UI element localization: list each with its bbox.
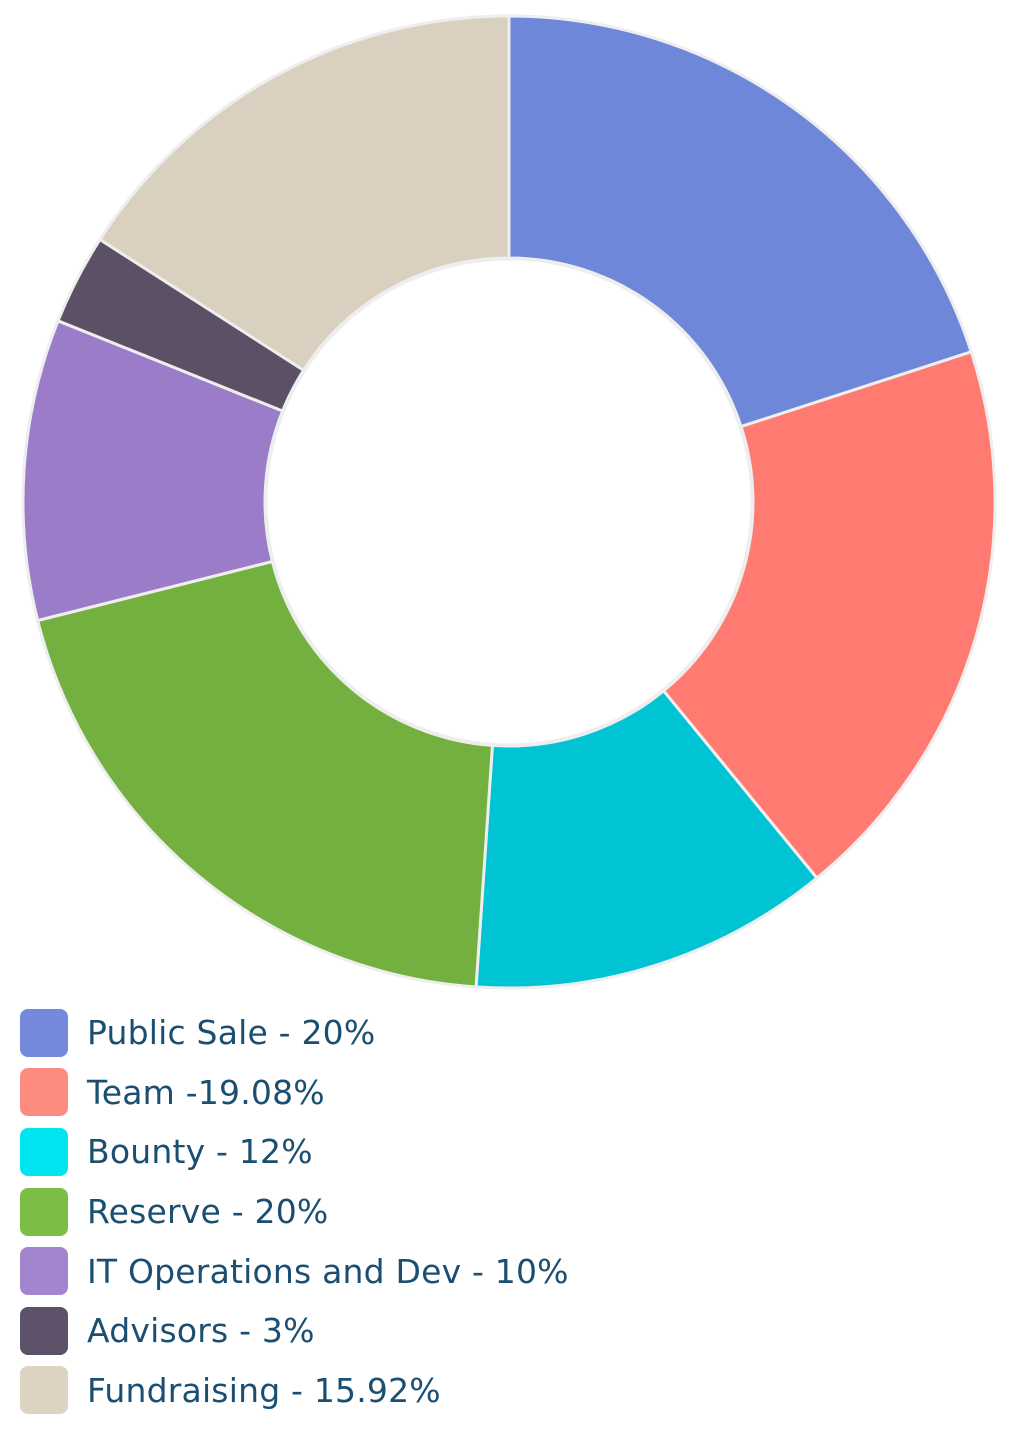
legend-label-team: Team -19.08%: [87, 1072, 325, 1112]
legend-label-bounty: Bounty - 12%: [87, 1132, 313, 1172]
legend-label-reserve: Reserve - 20%: [87, 1192, 329, 1232]
legend-swatch-reserve: [20, 1187, 68, 1236]
legend-item-fundraising[interactable]: Fundraising - 15.92%: [20, 1361, 980, 1421]
legend-item-it-operations-and-dev[interactable]: IT Operations and Dev - 10%: [20, 1241, 980, 1301]
legend-label-advisors: Advisors - 3%: [87, 1311, 315, 1351]
legend-label-public-sale: Public Sale - 20%: [87, 1013, 376, 1053]
legend-swatch-advisors: [20, 1306, 68, 1355]
donut-chart: [21, 14, 997, 990]
legend-item-public-sale[interactable]: Public Sale - 20%: [20, 1003, 980, 1063]
legend-item-team[interactable]: Team -19.08%: [20, 1063, 980, 1123]
legend-swatch-bounty: [20, 1127, 68, 1176]
chart-legend: Public Sale - 20% Team -19.08% Bounty - …: [20, 1003, 980, 1420]
legend-label-it-operations-and-dev: IT Operations and Dev - 10%: [87, 1251, 569, 1291]
legend-swatch-fundraising: [20, 1366, 68, 1415]
legend-item-advisors[interactable]: Advisors - 3%: [20, 1301, 980, 1361]
legend-swatch-it-operations-and-dev: [20, 1247, 68, 1296]
legend-item-reserve[interactable]: Reserve - 20%: [20, 1182, 980, 1242]
donut-hole: [264, 257, 754, 747]
legend-swatch-team: [20, 1068, 68, 1117]
legend-item-bounty[interactable]: Bounty - 12%: [20, 1122, 980, 1182]
donut-chart-svg: [21, 14, 997, 990]
legend-swatch-public-sale: [20, 1008, 68, 1057]
legend-label-fundraising: Fundraising - 15.92%: [87, 1370, 441, 1410]
